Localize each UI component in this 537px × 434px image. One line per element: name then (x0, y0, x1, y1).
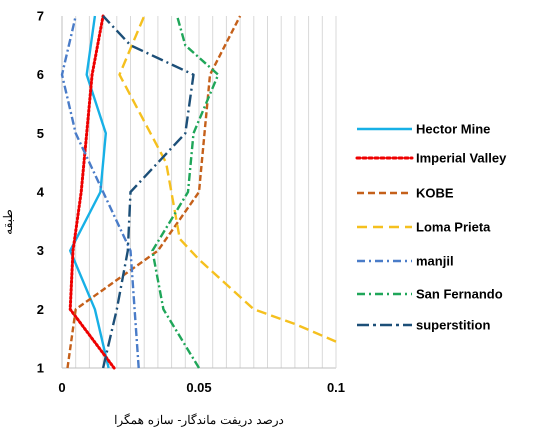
y-tick-labels: 1 2 3 4 5 6 7 (37, 9, 45, 376)
series-line-san-fernando (151, 15, 220, 369)
y-tick-label: 7 (37, 9, 44, 24)
legend-label: superstition (416, 318, 490, 333)
series-line-loma-prieta (118, 15, 337, 343)
series-line-manjil (60, 15, 140, 369)
legend-label: manjil (416, 254, 454, 269)
x-tick-label: 0.1 (327, 380, 345, 395)
x-tick-label: 0 (58, 380, 65, 395)
x-tick-labels: 0 0.05 0.1 (58, 380, 345, 395)
y-tick-label: 6 (37, 67, 44, 82)
legend-label: San Fernando (416, 287, 503, 302)
y-tick-label: 2 (37, 302, 44, 317)
plot-grid (75, 16, 323, 368)
x-axis-title: درصد دریفت ماندگار- سازه همگرا (114, 413, 284, 427)
data-series (60, 14, 337, 370)
y-tick-label: 3 (37, 243, 44, 258)
legend: Hector Mine Imperial Valley KOBE Loma Priet… (355, 122, 507, 333)
series-line-imperial-valley (68, 14, 116, 370)
legend-label: Loma Prieta (416, 220, 491, 235)
y-tick-label: 4 (37, 185, 45, 200)
legend-label: KOBE (416, 186, 454, 201)
legend-label: Hector Mine (416, 122, 490, 137)
series-line-superstition (101, 15, 195, 369)
legend-label: Imperial Valley (416, 151, 507, 166)
y-tick-label: 1 (37, 361, 44, 376)
y-axis-title: طبقه (1, 209, 15, 235)
x-tick-label: 0.05 (186, 380, 211, 395)
series-line-kobe (66, 15, 242, 369)
series-line-hector-mine (68, 15, 110, 369)
y-tick-label: 5 (37, 126, 44, 141)
